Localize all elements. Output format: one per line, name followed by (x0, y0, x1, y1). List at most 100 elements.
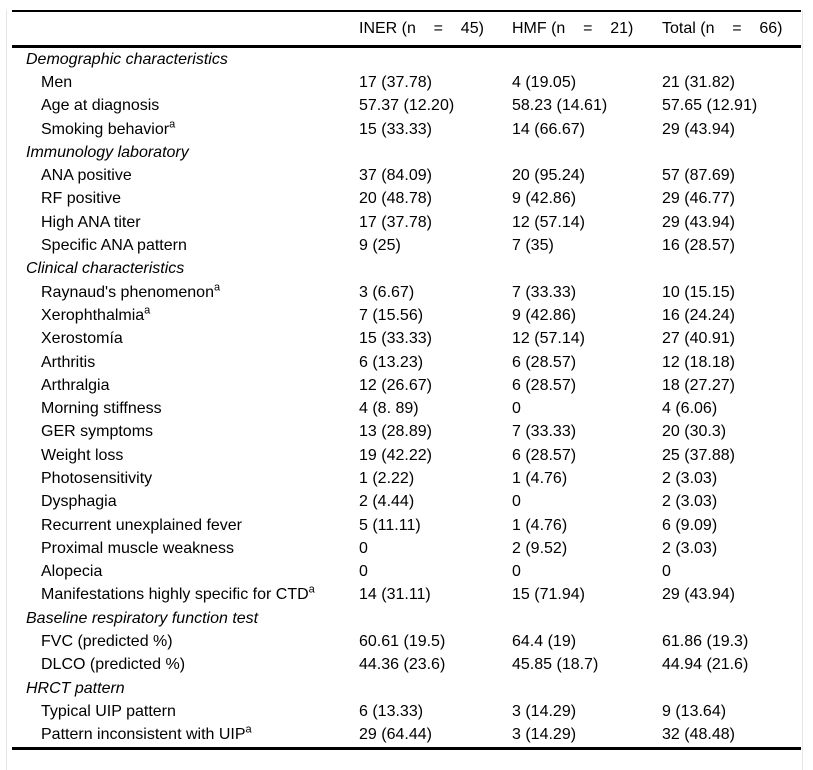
table-row: Xerophthalmiaa 7 (15.56) 9 (42.86) 16 (24.2… (12, 304, 801, 327)
table-row: Alopecia 0 0 0 (12, 561, 801, 584)
cell-value: 6 (28.57) (512, 446, 577, 464)
cell-value: 4 (8. 89) (359, 400, 419, 418)
row-label: Raynaud's phenomenona (41, 281, 221, 301)
table-row: Smoking behaviora 15 (33.33) 14 (66.67) 29 … (12, 118, 801, 141)
cell-value: 16 (24.24) (662, 306, 735, 324)
cell-value: 10 (15.15) (662, 283, 735, 301)
table-row: Arthritis 6 (13.23) 6 (28.57) 12 (18.18) (12, 351, 801, 374)
cell-value: 17 (37.78) (359, 213, 432, 231)
row-label: ANA positive (41, 167, 132, 185)
table-row: DLCO (predicted %) 44.36 (23.6) 45.85 (18.… (12, 654, 801, 677)
cell-value: 3 (14.29) (512, 726, 577, 744)
cell-value: 18 (27.27) (662, 376, 735, 394)
cell-value: 17 (37.78) (359, 73, 432, 91)
cell-value: 25 (37.88) (662, 446, 735, 464)
cell-value: 29 (64.44) (359, 726, 432, 744)
row-label: High ANA titer (41, 213, 141, 231)
cell-value: 1 (4.76) (512, 469, 568, 487)
cell-value: 57 (87.69) (662, 167, 735, 185)
table-row: Dysphagia 2 (4.44) 0 2 (3.03) (12, 491, 801, 514)
table-row: RF positive 20 (48.78) 9 (42.86) 29 (46.77) (12, 188, 801, 211)
cell-value: 57.37 (12.20) (359, 97, 455, 115)
characteristics-table: INER (n = 45) HMF (n = 21) Total (n = 66… (12, 10, 801, 750)
cell-value: 12 (18.18) (662, 353, 735, 371)
row-label: Specific ANA pattern (41, 237, 187, 255)
cell-value: 2 (3.03) (662, 469, 718, 487)
table-row: Specific ANA pattern 9 (25) 7 (35) 16 (28.5… (12, 234, 801, 257)
row-label: Pattern inconsistent with UIPa (41, 723, 252, 744)
cell-value: 0 (512, 400, 521, 418)
cell-value: 20 (48.78) (359, 190, 432, 208)
row-label: RF positive (41, 190, 122, 208)
cell-value: 16 (28.57) (662, 237, 735, 255)
cell-value: 14 (66.67) (512, 120, 585, 138)
footnote-marker: a (245, 723, 252, 736)
cell-value: 0 (512, 563, 521, 581)
cell-value: 9 (42.86) (512, 306, 577, 324)
cell-value: 9 (13.64) (662, 702, 727, 720)
row-label: Recurrent unexplained fever (41, 516, 243, 534)
table-row: Recurrent unexplained fever 5 (11.11) 1 (4… (12, 514, 801, 537)
row-label: Arthralgia (41, 376, 110, 394)
cell-value: 27 (40.91) (662, 330, 735, 348)
cell-value: 1 (4.76) (512, 516, 568, 534)
table-row: Xerostomía 15 (33.33) 12 (57.14) 27 (40.91) (12, 328, 801, 351)
cell-value: 7 (33.33) (512, 423, 577, 441)
cell-value: 1 (2.22) (359, 469, 415, 487)
cell-value: 7 (35) (512, 237, 554, 255)
cell-value: 29 (43.94) (662, 120, 735, 138)
row-label: Manifestations highly specific for CTDa (41, 584, 315, 604)
table-row: Age at diagnosis 57.37 (12.20) 58.23 (14.6… (12, 95, 801, 118)
cell-value: 9 (42.86) (512, 190, 577, 208)
cell-value: 20 (95.24) (512, 167, 585, 185)
table-row: Arthralgia 12 (26.67) 6 (28.57) 18 (27.27) (12, 374, 801, 397)
row-label: GER symptoms (41, 423, 154, 441)
cell-value: 0 (359, 563, 368, 581)
cell-value: 37 (84.09) (359, 167, 432, 185)
cell-value: 6 (13.33) (359, 702, 424, 720)
section-row: Baseline respiratory function test (12, 607, 801, 630)
cell-value: 6 (28.57) (512, 353, 577, 371)
table-body: Demographic characteristics Men 17 (37.78)… (12, 48, 801, 747)
row-label: Xerostomía (41, 330, 123, 348)
row-label: Weight loss (41, 446, 124, 464)
cell-value: 2 (3.03) (662, 493, 718, 511)
cell-value: 2 (4.44) (359, 493, 415, 511)
cell-value: 61.86 (19.3) (662, 633, 749, 651)
cell-value: 5 (11.11) (359, 516, 421, 534)
cell-value: 45.85 (18.7) (512, 656, 599, 674)
row-label: DLCO (predicted %) (41, 656, 186, 674)
row-label: Age at diagnosis (41, 97, 160, 115)
section-row: Immunology laboratory (12, 141, 801, 164)
table-row: Weight loss 19 (42.22) 6 (28.57) 25 (37.88) (12, 444, 801, 467)
cell-value: 29 (43.94) (662, 586, 735, 604)
cell-value: 6 (9.09) (662, 516, 718, 534)
cell-value: 0 (359, 539, 368, 557)
cell-value: 12 (57.14) (512, 213, 585, 231)
section-row: HRCT pattern (12, 677, 801, 700)
cell-value: 7 (33.33) (512, 283, 577, 301)
cell-value: 14 (31.11) (359, 586, 431, 604)
cell-value: 29 (43.94) (662, 213, 735, 231)
cell-value: 4 (6.06) (662, 400, 718, 418)
cell-value: 3 (6.67) (359, 283, 415, 301)
cell-value: 44.36 (23.6) (359, 656, 446, 674)
row-label: Alopecia (41, 563, 103, 581)
cell-value: 29 (46.77) (662, 190, 735, 208)
row-label: Immunology laboratory (26, 143, 189, 161)
footnote-marker: a (144, 304, 151, 317)
cell-value: 0 (662, 563, 671, 581)
table-row: Morning stiffness 4 (8. 89) 0 4 (6.06) (12, 397, 801, 420)
footnote-marker: a (169, 118, 176, 131)
paper-table-sheet: INER (n = 45) HMF (n = 21) Total (n = 66… (6, 10, 803, 770)
row-label: FVC (predicted %) (41, 633, 173, 651)
table-row: Manifestations highly specific for CTDa 1… (12, 584, 801, 607)
cell-value: 44.94 (21.6) (662, 656, 749, 674)
table-row: FVC (predicted %) 60.61 (19.5) 64.4 (19) 61… (12, 630, 801, 653)
cell-value: 6 (13.23) (359, 353, 424, 371)
section-row: Demographic characteristics (12, 48, 801, 71)
table-row: Pattern inconsistent with UIPa 29 (64.44)… (12, 724, 801, 747)
row-label: Smoking behaviora (41, 118, 176, 138)
row-label: Proximal muscle weakness (41, 539, 234, 557)
table-row: ANA positive 37 (84.09) 20 (95.24) 57 (87.6… (12, 164, 801, 187)
